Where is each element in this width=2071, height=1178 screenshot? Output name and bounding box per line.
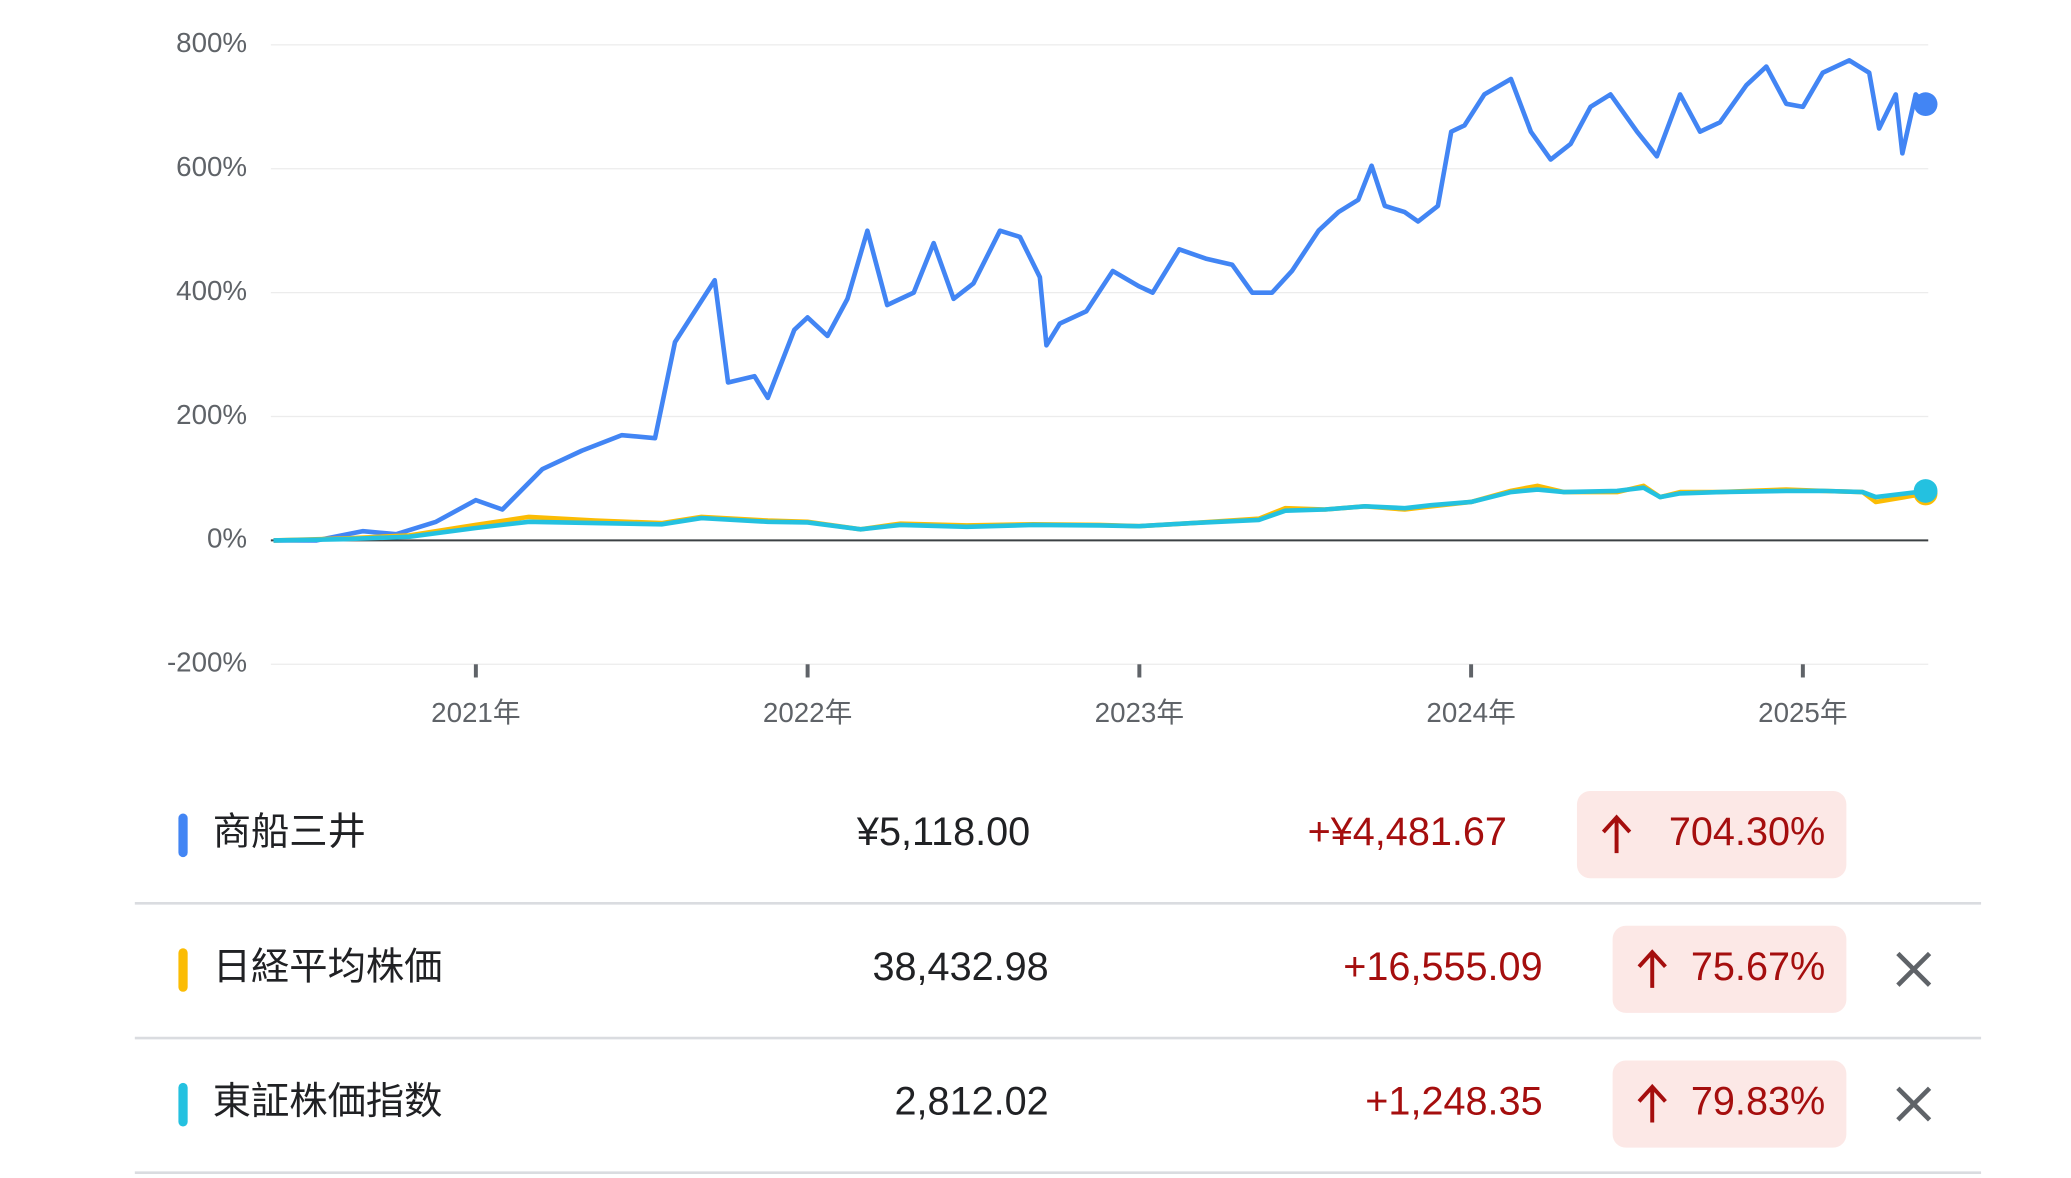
change: +1,248.35 — [1365, 1080, 1542, 1124]
series-line — [273, 58, 1928, 543]
percent-pill — [1612, 1060, 1847, 1148]
up-arrow-icon — [1637, 1083, 1667, 1123]
y-tick-label: -200% — [167, 647, 247, 678]
y-tick-label: 0% — [207, 523, 247, 554]
percent-change: 79.83% — [1691, 1080, 1825, 1124]
change: +16,555.09 — [1343, 945, 1542, 989]
percent-pill — [1576, 791, 1847, 879]
up-arrow-icon — [1601, 814, 1632, 854]
series-swatch — [178, 813, 188, 858]
y-tick-label: 600% — [176, 151, 247, 182]
x-tick-label: 2024年 — [1426, 697, 1515, 728]
series-name: 商船三井 — [213, 811, 366, 854]
remove-button[interactable] — [1896, 951, 1932, 987]
up-arrow-icon — [1637, 949, 1667, 988]
change: +¥4,481.67 — [1308, 810, 1507, 854]
series-name: 東証株価指数 — [213, 1080, 443, 1123]
series-name: 日経平均株価 — [213, 945, 443, 988]
percent-change: 75.67% — [1691, 945, 1825, 989]
y-tick-label: 400% — [176, 275, 247, 306]
series-swatch — [178, 1082, 188, 1127]
percent-pill — [1612, 925, 1847, 1013]
series-swatch — [178, 948, 188, 992]
end-dot — [1913, 92, 1938, 117]
series-line — [273, 485, 1926, 543]
x-tick-label: 2025年 — [1758, 697, 1847, 728]
y-tick-label: 800% — [176, 27, 247, 58]
x-tick-label: 2022年 — [763, 697, 852, 728]
x-tick-label: 2023年 — [1095, 697, 1184, 728]
remove-button[interactable] — [1896, 1086, 1932, 1122]
percent-change: 704.30% — [1669, 810, 1825, 854]
end-dot — [1913, 479, 1938, 503]
price: 2,812.02 — [895, 1080, 1049, 1124]
chart: 800% 600% 400% 200% 0% -200% 2021年 2022年 2023年 20… — [167, 27, 1938, 728]
price: 38,432.98 — [872, 945, 1048, 989]
comparison-table: 商船三井 ¥5,118.00 +¥4,481.67 704.30% 日経平均株価 38,4… — [134, 791, 1982, 1175]
x-tick-label: 2021年 — [431, 697, 520, 728]
y-tick-label: 200% — [176, 399, 247, 430]
price: ¥5,118.00 — [856, 810, 1030, 854]
